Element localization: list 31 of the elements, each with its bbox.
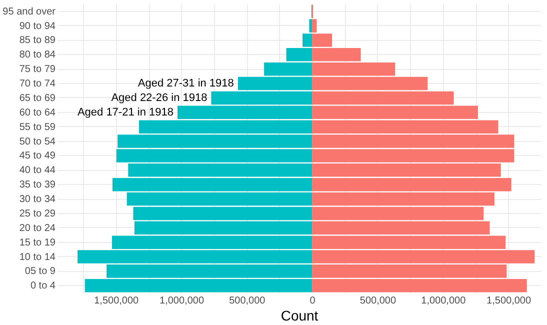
x-tick-label: 1,500,000	[94, 296, 140, 306]
y-tick-label: 80 to 84	[19, 50, 56, 61]
y-tick-label: 70 to 74	[19, 78, 56, 90]
x-tick-label: 500,000	[229, 296, 266, 306]
y-tick-label: 55 to 59	[19, 122, 56, 133]
annotation: Aged 27-31 in 1918	[138, 78, 234, 90]
y-tick-label: 95 and over	[2, 6, 56, 18]
y-tick-label: 10 to 14	[19, 252, 56, 263]
x-tick-label: 500,000	[360, 296, 396, 306]
annotation: Aged 22-26 in 1918	[111, 92, 208, 104]
x-axis-title: Count	[280, 308, 318, 324]
y-tick-label: 20 to 24	[19, 222, 56, 234]
y-tick-label: 90 to 94	[19, 20, 56, 32]
x-tick-label: 1,000,000	[160, 296, 204, 306]
y-tick-label: 50 to 54	[19, 136, 56, 148]
y-tick-label: 35 to 39	[19, 180, 56, 191]
y-tick-label: 85 to 89	[19, 35, 56, 46]
y-tick-label: 75 to 79	[19, 64, 56, 76]
x-tick-label: 1,500,000	[486, 296, 532, 306]
y-tick-label: 05 to 9	[24, 266, 56, 278]
y-tick-label: 30 to 34	[19, 194, 56, 206]
x-tick-label: 0	[310, 296, 316, 306]
x-tick-label: 1,000,000	[421, 296, 466, 306]
y-tick-label: 0 to 4	[30, 280, 56, 292]
y-tick-label: 25 to 29	[19, 208, 56, 220]
y-tick-label: 15 to 19	[19, 237, 56, 248]
y-tick-label: 60 to 64	[19, 107, 56, 118]
y-tick-label: 45 to 49	[19, 150, 56, 162]
y-tick-label: 65 to 69	[19, 92, 56, 104]
annotation: Aged 17-21 in 1918	[77, 106, 174, 118]
y-tick-label: 40 to 44	[19, 165, 56, 176]
